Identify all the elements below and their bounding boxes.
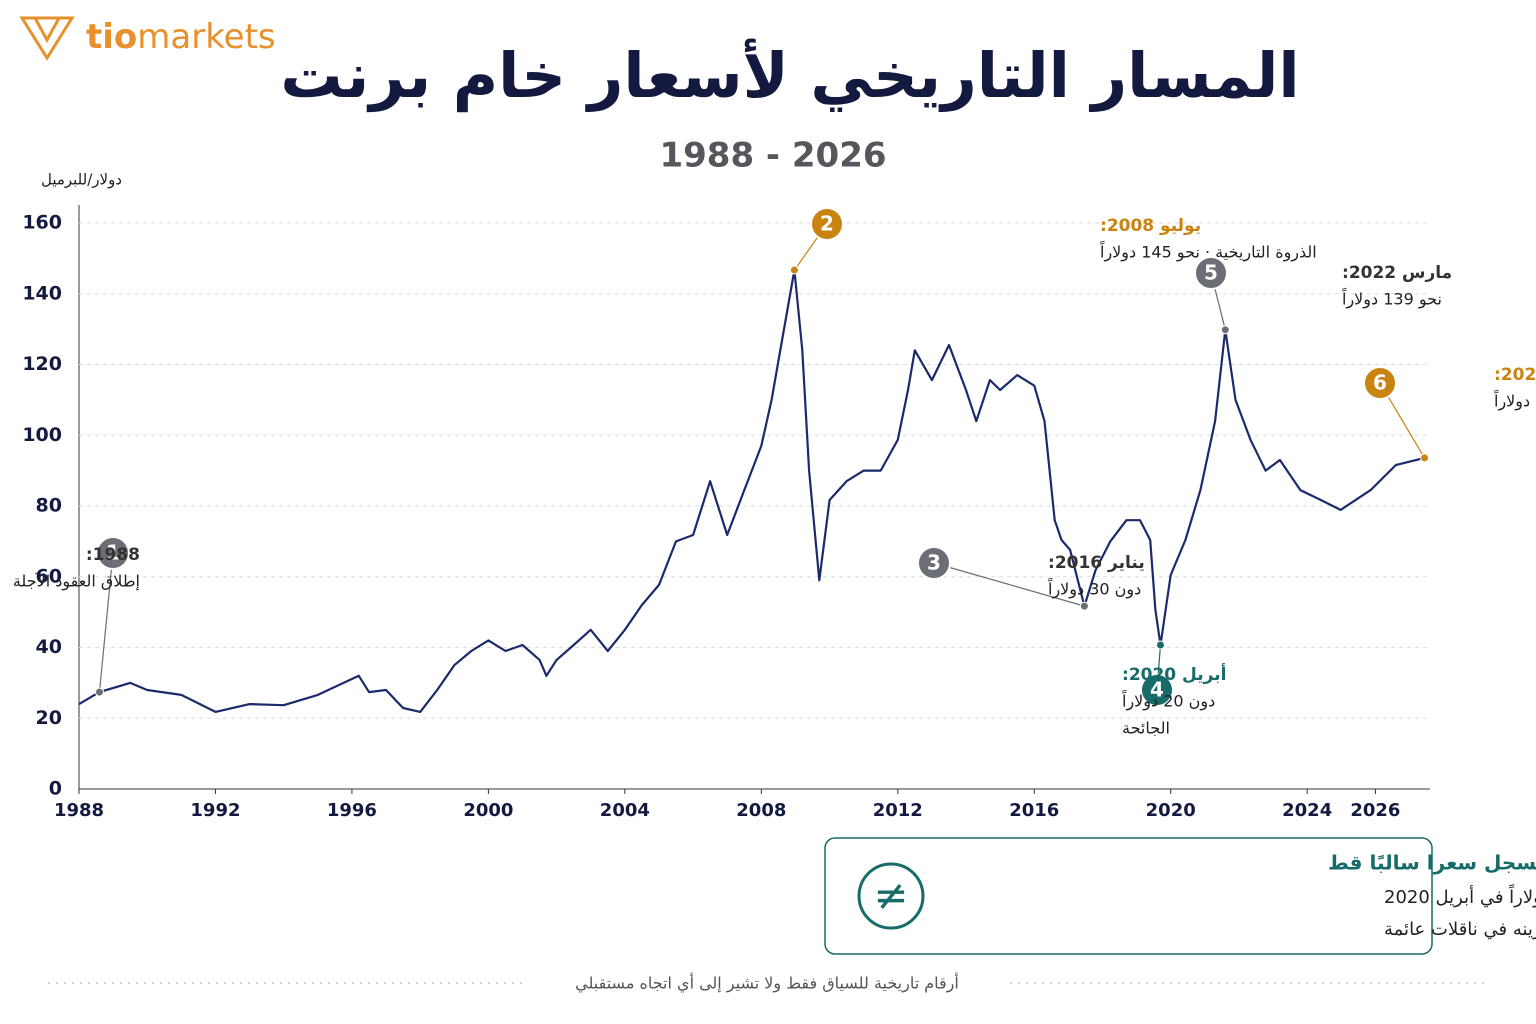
x-tick-label: 2000: [463, 800, 513, 821]
annotation-dot: [1420, 453, 1430, 463]
annotation-dot: [1079, 601, 1089, 611]
x-tick-label: 2016: [1009, 800, 1059, 821]
note-box: [824, 837, 1433, 955]
annotation-number: 1: [106, 541, 120, 565]
annotation-text: دون 20 دولاراً: [1121, 689, 1215, 712]
annotation-number: 5: [1204, 261, 1218, 285]
y-axis-label: دولار/للبرميل: [41, 171, 122, 189]
annotation-title: 1988:: [86, 545, 140, 565]
y-tick-label: 120: [22, 353, 62, 375]
annotation-dot: [1220, 325, 1230, 335]
annotation-title: أبريل 2020:: [1122, 663, 1226, 685]
y-tick-label: 40: [36, 636, 62, 658]
y-tick-label: 80: [36, 495, 62, 517]
annotation-dot: [1155, 640, 1165, 650]
note-line: غرب تكساس هبط إلى 37.63- دولاراً في أبري…: [1384, 884, 1536, 908]
logo-a: tio: [86, 17, 137, 57]
annotation-number: 6: [1373, 371, 1387, 395]
annotation-title: أبريل 2026:: [1494, 363, 1536, 385]
annotation-text: الذروة التاريخية · نحو 145 دولاراً: [1099, 240, 1317, 263]
y-tick-label: 60: [36, 565, 62, 587]
note-icon-ring: [857, 862, 925, 930]
logo-text: tiomarkets: [86, 17, 276, 57]
logo-icon: [19, 16, 75, 61]
annotation-title: مارس 2022:: [1342, 263, 1452, 283]
note-icon: ≠: [873, 871, 908, 920]
annotation-number: 3: [927, 551, 941, 575]
y-tick-label: 100: [22, 424, 62, 446]
y-tick-label: 140: [22, 282, 62, 304]
annotation-dot: [789, 265, 799, 275]
logo-b: markets: [137, 17, 275, 57]
annotation-text: 120.88 دولاراً: [1493, 389, 1536, 412]
x-tick-label: 2024: [1282, 800, 1332, 821]
x-tick-label: 2012: [873, 800, 923, 821]
y-tick-label: 20: [36, 707, 62, 729]
note-line: السبب: برنت بحري ويمكن تخزينه في ناقلات …: [1384, 919, 1536, 940]
chart-title: المسار التاريخي لأسعار خام برنت: [280, 38, 1299, 113]
footer: أرقام تاريخية للسياق فقط ولا تشير إلى أي…: [575, 973, 959, 994]
annotation-leader: [933, 562, 1085, 607]
annotation-text: نحو 139 دولاراً: [1341, 287, 1442, 310]
annotation-badge: [1140, 673, 1174, 707]
annotation-text: دون 30 دولاراً: [1047, 577, 1141, 600]
annotation-number: 2: [820, 212, 834, 236]
y-tick-label: 0: [49, 778, 62, 800]
x-tick-label: 2008: [736, 800, 786, 821]
line-series: [78, 268, 1425, 713]
annotation-title: يناير 2016:: [1048, 553, 1145, 573]
note-title: برنت لم يسجل سعرا سالبًا قط: [1328, 851, 1536, 875]
annotation-number: 4: [1150, 678, 1164, 702]
annotation-title: يوليو 2008:: [1100, 216, 1201, 236]
annotation-badge: [1363, 366, 1397, 400]
x-tick-label: 2020: [1146, 800, 1196, 821]
y-tick-label: 160: [22, 212, 62, 234]
annotation-leader: [98, 552, 114, 693]
logo: tiomarkets: [19, 16, 276, 61]
annotation-badge: [1194, 256, 1228, 290]
annotation-text: إطلاق العقود الآجلة: [13, 572, 140, 592]
x-tick-label: 1988: [54, 800, 104, 821]
annotation-badge: [96, 536, 130, 570]
annotation-dot: [94, 687, 104, 697]
chart-subtitle: 1988 - 2026: [659, 136, 886, 176]
annotation-badge: [810, 207, 844, 241]
x-tick-label: 2004: [600, 800, 650, 821]
x-tick-label: 1996: [327, 800, 377, 821]
x-tick-label: 2026: [1350, 800, 1400, 821]
annotation-badge: [917, 546, 951, 580]
annotation-text: الجائحة: [1122, 719, 1170, 738]
x-tick-label: 1992: [190, 800, 240, 821]
